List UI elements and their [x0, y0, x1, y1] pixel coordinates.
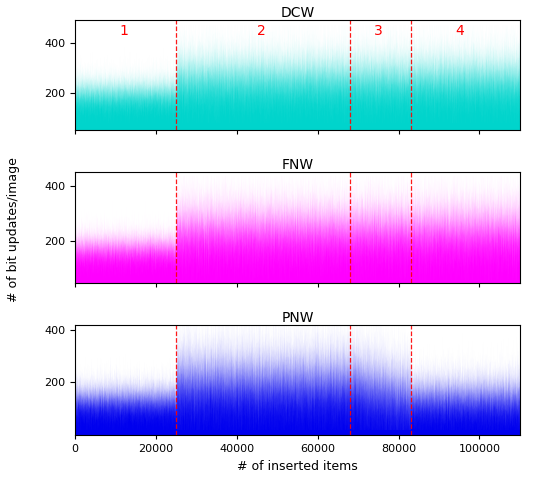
Text: 1: 1: [119, 24, 128, 38]
Text: 3: 3: [374, 24, 383, 38]
Title: FNW: FNW: [281, 158, 314, 172]
X-axis label: # of inserted items: # of inserted items: [237, 460, 358, 472]
Text: 2: 2: [257, 24, 265, 38]
Text: 4: 4: [455, 24, 464, 38]
Title: PNW: PNW: [281, 310, 314, 324]
Text: # of bit updates/image: # of bit updates/image: [7, 158, 20, 302]
Title: DCW: DCW: [280, 6, 315, 20]
